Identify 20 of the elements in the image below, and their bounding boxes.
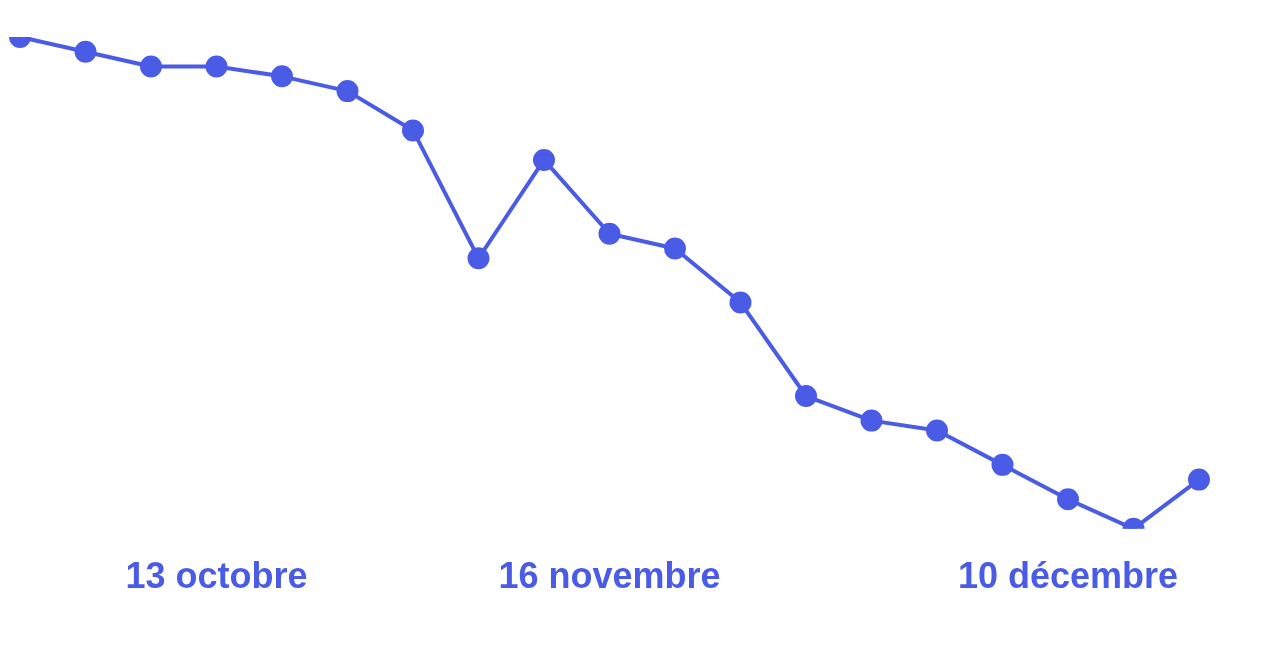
point [1057,488,1079,511]
point [729,291,752,314]
point [271,65,293,88]
point [402,119,424,142]
point [664,237,686,260]
point [533,148,555,171]
point [991,453,1014,476]
point [336,80,359,103]
point [74,40,97,63]
x-tick-label: 13 octobre [125,555,308,597]
point [140,55,162,78]
point [467,247,490,270]
point [860,409,883,432]
point [205,55,228,78]
x-tick-label: 16 novembre [498,555,721,597]
point [1188,468,1210,491]
x-tick-label: 10 décembre [957,555,1179,597]
point [598,222,621,245]
point [795,385,817,408]
point [926,419,948,442]
